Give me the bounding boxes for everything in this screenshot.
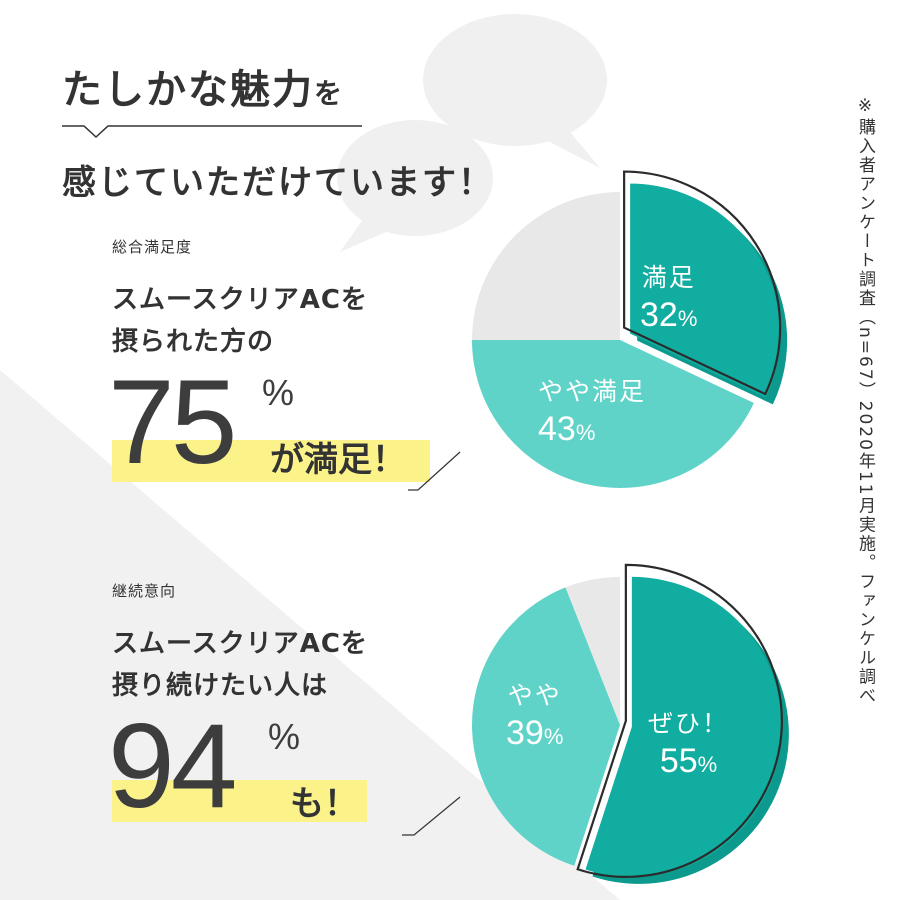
satisfaction-section: 総合満足度 スムースクリアACを 摂られた方の (112, 236, 472, 363)
headline: たしかな魅力を 感じていただけています！ (62, 60, 494, 208)
headline-line1: たしかな魅力を (62, 60, 494, 124)
pie2-slice1-wedge (585, 576, 782, 877)
continuation-label: 継続意向 (112, 582, 177, 600)
satisfaction-label: 総合満足度 (112, 238, 193, 256)
pie2-slice2-name: やや (507, 681, 562, 710)
continuation-description: スムースクリアACを 摂り続けたい人は (112, 623, 472, 707)
satisfaction-pie-chart (472, 170, 788, 488)
satisfaction-percent-sign: % (262, 372, 295, 413)
pie1-label-manzoku: 満足 32% (640, 258, 697, 335)
satisfaction-desc-line1: スムースクリアACを (112, 285, 368, 315)
headline-main: たしかな魅力 (62, 67, 314, 113)
pie2-slice2-wedge (472, 587, 620, 866)
pie2-slice1-name: ぜひ！ (648, 709, 730, 738)
survey-note: ※購入者アンケート調査（n=67）2020年11月実施。ファンケル調べ (855, 96, 875, 706)
pie2-slice1-number: 55 (659, 742, 698, 780)
pie1-slice2-wedge (472, 340, 754, 488)
continuation-highlight (112, 780, 367, 822)
pie1-slice1-outline (623, 170, 782, 396)
pie2-label-yaya: やや 39% (506, 676, 563, 753)
pie1-slice1-value: 32% (640, 296, 697, 335)
pie2-slice2-value: 39% (506, 714, 563, 753)
continuation-big-number: 94 (108, 699, 237, 833)
headline-line2: 感じていただけています！ (62, 163, 494, 203)
pie2-slice2-unit: % (543, 724, 564, 749)
continuation-section: 継続意向 スムースクリアACを 摂り続けたい人は (112, 580, 472, 707)
headline-particle: を (314, 77, 345, 110)
continuation-suffix: も！ (290, 784, 358, 824)
pie1-slice1-number: 32 (640, 296, 678, 334)
pie2-label-zehi: ぜひ！ 55% (648, 704, 729, 781)
pie1-slice2-number: 43 (538, 410, 576, 448)
satisfaction-description: スムースクリアACを 摂られた方の (112, 279, 472, 363)
pie1-slice1-wedge (630, 183, 781, 398)
continuation-percent-sign: % (268, 716, 301, 757)
continuation-underline (402, 796, 461, 836)
pie1-slice2-unit: % (575, 420, 596, 445)
continuation-pie-chart (472, 563, 789, 884)
headline-divider (62, 125, 362, 139)
pie2-slice1-outline (576, 563, 783, 878)
speech-bubble-decoration (337, 14, 607, 252)
pie1-slice1-name: 満足 (641, 263, 696, 292)
pie2-slice1-value: 55% (648, 742, 729, 781)
pie1-slice2-name: やや満足 (538, 377, 647, 406)
continuation-desc-line2: 摂り続けたい人は (112, 671, 329, 701)
satisfaction-highlight (112, 440, 430, 482)
pie1-slice3-wedge (472, 192, 620, 340)
pie2-slice1-unit: % (697, 752, 718, 777)
pie2-slice2-number: 39 (506, 714, 544, 752)
pie2-slice3-wedge (565, 577, 620, 725)
pie1-slice2-value: 43% (538, 410, 646, 449)
pie1-slice1-unit: % (677, 306, 698, 331)
satisfaction-big-number: 75 (108, 355, 237, 489)
satisfaction-underline (408, 451, 461, 491)
satisfaction-desc-line2: 摂られた方の (112, 327, 275, 357)
pie1-label-yaya-manzoku: やや満足 43% (538, 372, 646, 449)
satisfaction-suffix: が満足！ (270, 440, 406, 480)
continuation-desc-line1: スムースクリアACを (112, 629, 368, 659)
